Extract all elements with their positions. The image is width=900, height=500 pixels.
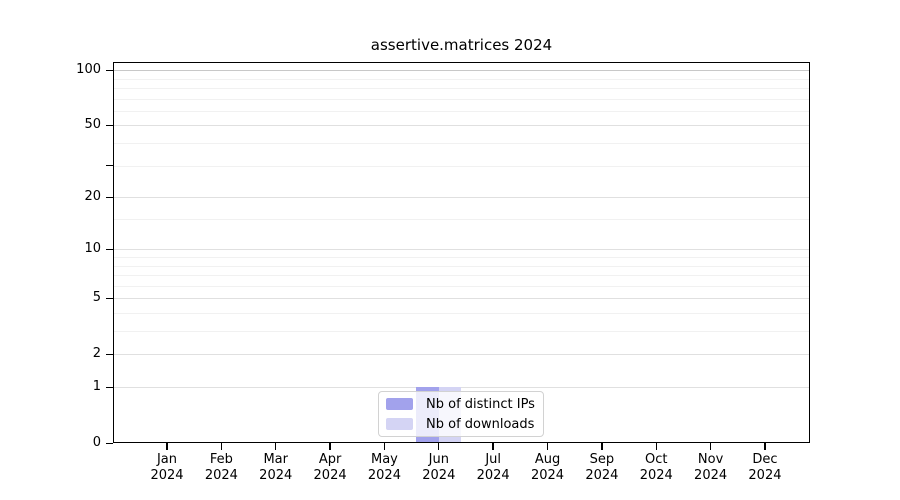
gridline [113, 125, 810, 127]
x-tick [601, 443, 603, 450]
gridline [113, 331, 810, 333]
gridline [113, 88, 810, 90]
x-tick [438, 443, 440, 450]
y-tick-label: 50 [84, 117, 101, 133]
gridline [113, 219, 810, 221]
gridline [113, 98, 810, 100]
legend-item-distinct-ips: Nb of distinct IPs [386, 397, 536, 412]
x-tick [764, 443, 766, 450]
legend-swatch-distinct-ips-icon [386, 398, 413, 410]
x-tick-label: Jan 2024 [150, 452, 184, 483]
legend: Nb of distinct IPs Nb of downloads [378, 391, 544, 437]
gridline [113, 265, 810, 267]
gridline [113, 298, 810, 300]
gridline [113, 312, 810, 314]
gridline [113, 285, 810, 287]
y-tick-minor [106, 165, 113, 167]
gridline [113, 70, 810, 72]
x-tick-label: Jun 2024 [422, 452, 456, 483]
x-tick-label: Dec 2024 [748, 452, 782, 483]
x-tick [492, 443, 494, 450]
gridline [113, 249, 810, 251]
y-tick-label: 5 [92, 290, 101, 306]
gridline [113, 143, 810, 145]
y-tick [106, 386, 113, 388]
x-tick-label: Oct 2024 [639, 452, 673, 483]
y-tick-label: 10 [84, 241, 101, 257]
y-tick [106, 196, 113, 198]
gridline [113, 197, 810, 199]
y-tick-label: 100 [76, 62, 101, 78]
x-tick [166, 443, 168, 450]
x-tick [709, 443, 712, 450]
legend-swatch-downloads-icon [386, 418, 413, 430]
y-tick [106, 69, 113, 72]
x-tick [546, 443, 549, 450]
y-tick [106, 442, 113, 444]
y-tick-label: 2 [92, 346, 101, 362]
x-tick [220, 443, 223, 450]
gridline [113, 78, 810, 80]
gridline [113, 354, 810, 356]
y-tick-label: 0 [92, 435, 101, 450]
gridline [113, 257, 810, 258]
y-tick [106, 124, 113, 127]
x-tick-label: Aug 2024 [530, 452, 565, 483]
x-tick-label: Jul 2024 [476, 452, 510, 483]
x-tick [655, 443, 657, 450]
gridline [113, 110, 810, 112]
legend-item-downloads: Nb of downloads [386, 417, 536, 432]
x-tick [329, 443, 331, 450]
x-tick-label: Sep 2024 [585, 452, 619, 483]
x-tick-label: May 2024 [367, 452, 401, 483]
x-tick-label: Feb 2024 [204, 452, 238, 483]
legend-label-distinct-ips: Nb of distinct IPs [426, 396, 535, 412]
y-tick [106, 353, 113, 356]
x-tick-label: Mar 2024 [259, 452, 293, 483]
y-tick [106, 248, 113, 251]
chart-title: assertive.matrices 2024 [370, 36, 553, 54]
x-tick-label: Apr 2024 [313, 452, 347, 483]
x-tick [275, 443, 277, 450]
y-tick [106, 297, 113, 300]
x-tick [383, 443, 386, 450]
gridline [113, 387, 810, 388]
x-tick-label: Nov 2024 [694, 452, 728, 483]
y-tick-label: 20 [84, 189, 101, 205]
plot-area [113, 62, 810, 443]
gridline [113, 275, 810, 277]
gridline [113, 165, 810, 167]
legend-label-downloads: Nb of downloads [426, 416, 535, 432]
y-tick-label: 1 [92, 379, 101, 394]
